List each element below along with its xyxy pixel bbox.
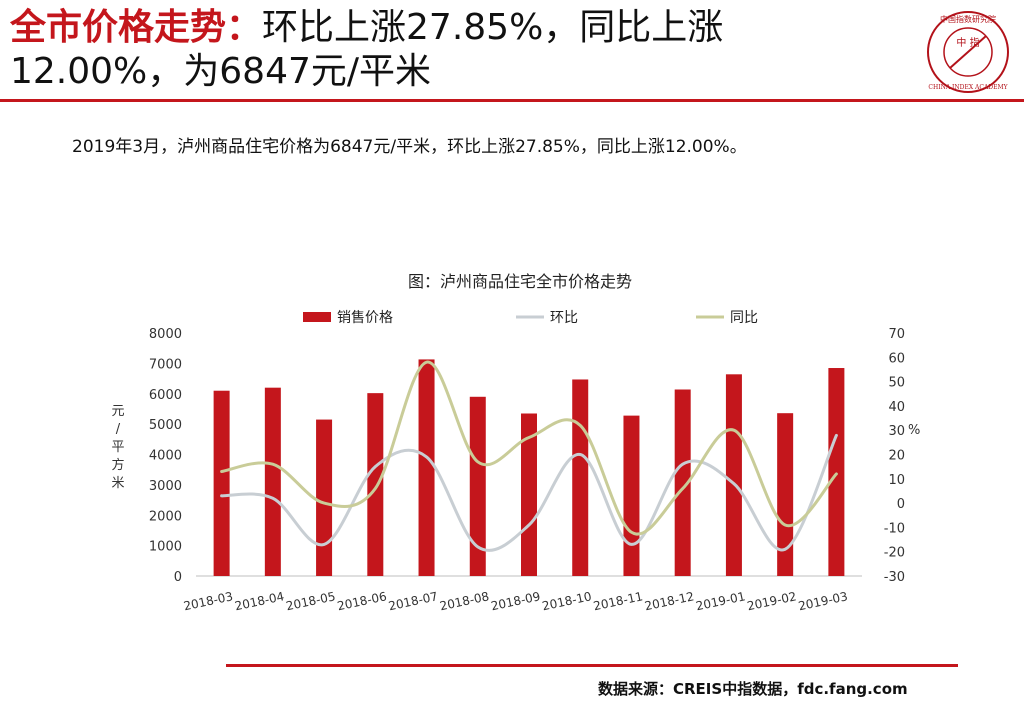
y-tick-label: 7000 xyxy=(149,357,182,372)
page-title-rest: 环比上涨27.85%，同比上涨12.00%，为6847元/平米 xyxy=(10,7,724,92)
x-tick-label: 2019-03 xyxy=(797,589,849,613)
price-bar xyxy=(367,393,384,576)
summary-text: 2019年3月，泸州商品住宅价格为6847元/平米，环比上涨27.85%，同比上… xyxy=(72,137,747,157)
price-bar xyxy=(418,359,435,576)
x-tick-label: 2018-03 xyxy=(182,589,234,613)
logo-inner-ring xyxy=(943,27,993,77)
y-tick-label: 5000 xyxy=(149,418,182,433)
y2-tick-label: 10 xyxy=(888,473,905,488)
line-series xyxy=(220,360,838,552)
y2-tick-label: 70 xyxy=(888,327,905,342)
price-bar xyxy=(623,415,640,576)
x-tick-label: 2018-04 xyxy=(234,589,286,613)
header-divider xyxy=(0,99,1024,102)
x-tick-label: 2018-10 xyxy=(541,589,593,613)
legend-label: 环比 xyxy=(550,310,578,326)
china-index-academy-logo: 中 指 中国指数研究院 CHINA INDEX ACADEMY xyxy=(927,11,1009,93)
chart-legend: 销售价格 环比 同比 xyxy=(303,310,758,326)
price-bar xyxy=(828,368,845,576)
y-tick-label: 6000 xyxy=(149,388,182,403)
y-tick-label: 2000 xyxy=(149,509,182,524)
y-axis-label-char: / xyxy=(116,422,121,437)
x-tick-label: 2018-11 xyxy=(592,589,644,613)
data-source: 数据来源：CREIS中指数据，fdc.fang.com xyxy=(598,680,908,698)
price-bar xyxy=(316,419,333,576)
page-title: 全市价格走势：环比上涨27.85%，同比上涨12.00%，为6847元/平米 xyxy=(10,6,890,94)
x-tick-label: 2018-09 xyxy=(490,589,542,613)
y-axis-label-char: 平 xyxy=(111,440,124,455)
x-tick-label: 2019-02 xyxy=(746,589,798,613)
x-tick-label: 2018-08 xyxy=(438,589,490,613)
y2-tick-label: -10 xyxy=(884,521,905,536)
y2-tick-label: -30 xyxy=(884,570,905,585)
y2-axis-label: % xyxy=(908,423,920,438)
page-title-highlight: 全市价格走势： xyxy=(10,7,263,48)
legend-label: 销售价格 xyxy=(337,310,393,326)
yoy-line xyxy=(220,360,838,536)
y2-tick-label: 30 xyxy=(888,424,905,439)
logo-diagonal xyxy=(949,35,987,69)
legend-label: 同比 xyxy=(730,310,758,326)
price-bar xyxy=(264,387,281,576)
x-tick-label: 2018-06 xyxy=(336,589,388,613)
x-tick-label: 2018-05 xyxy=(285,589,337,613)
price-bar xyxy=(777,413,794,576)
chart-ticks: 0 1000 2000 3000 4000 5000 6000 7000 8000 -30 -20 -… xyxy=(111,327,920,613)
price-bar xyxy=(725,374,742,576)
y-axis-label-char: 方 xyxy=(111,457,124,473)
y2-tick-label: 0 xyxy=(897,497,905,512)
legend-swatch-bar xyxy=(303,312,331,322)
y2-tick-label: 60 xyxy=(888,351,905,366)
y-axis-label-char: 元 xyxy=(111,404,124,419)
y-tick-label: 8000 xyxy=(149,327,182,342)
x-tick-label: 2018-12 xyxy=(643,589,695,613)
price-bar xyxy=(674,389,691,576)
bar-series xyxy=(213,359,845,576)
x-tick-label: 2019-01 xyxy=(695,589,747,613)
x-tick-label: 2018-07 xyxy=(387,589,439,613)
y-tick-label: 4000 xyxy=(149,449,182,464)
footer-divider xyxy=(226,664,958,667)
y-axis-label-char: 米 xyxy=(111,476,124,491)
price-bar xyxy=(213,390,230,576)
mom-line xyxy=(220,433,838,552)
y2-tick-label: 50 xyxy=(888,376,905,391)
logo-en-text: CHINA INDEX ACADEMY xyxy=(928,84,1008,91)
chart-title: 图：泸州商品住宅全市价格走势 xyxy=(408,272,632,291)
y-tick-label: 3000 xyxy=(149,479,182,494)
y2-tick-label: -20 xyxy=(884,546,905,561)
price-bar xyxy=(572,379,589,576)
y-tick-label: 1000 xyxy=(149,540,182,555)
y2-tick-label: 20 xyxy=(888,449,905,464)
logo-center-text: 中 指 xyxy=(956,36,979,49)
logo-outer-ring xyxy=(927,11,1009,93)
price-bar xyxy=(521,413,537,576)
price-bar xyxy=(469,396,486,576)
logo-ring-text: 中国指数研究院 xyxy=(940,14,996,24)
y-tick-label: 0 xyxy=(174,570,182,585)
y2-tick-label: 40 xyxy=(888,400,905,415)
